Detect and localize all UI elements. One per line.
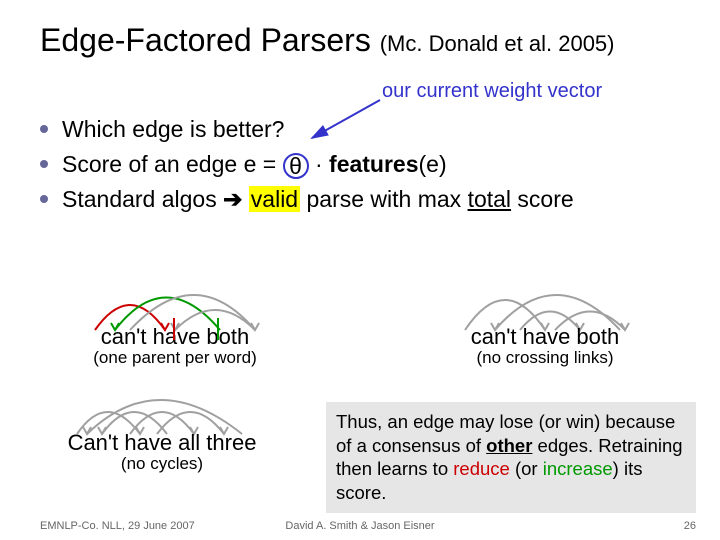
bullet-dot-icon: [40, 195, 48, 203]
constraint-subcaption: (one parent per word): [80, 348, 270, 368]
constraint-caption: Can't have all three: [62, 430, 262, 456]
explanation-text: Thus, an edge may lose (or win) because …: [336, 411, 683, 503]
constraint-subcaption: (no crossing links): [450, 348, 640, 368]
bullet-dot-icon: [40, 160, 48, 168]
bullet-item: Which edge is better?: [40, 114, 690, 145]
annotation-text: our current weight vector: [382, 80, 602, 102]
bullet-text: Score of an edge e = θ · features(e): [62, 149, 690, 180]
bullet-item: Standard algos ➔ valid parse with max to…: [40, 184, 690, 215]
slide-title: Edge-Factored Parsers (Mc. Donald et al.…: [40, 22, 614, 59]
bullet-text: Which edge is better?: [62, 114, 690, 145]
bullet-dot-icon: [40, 125, 48, 133]
constraint-subcaption: (no cycles): [62, 454, 262, 474]
constraint-no-crossing: can't have both (no crossing links): [450, 324, 640, 368]
constraint-caption: can't have both: [450, 324, 640, 350]
bullet-list: Which edge is better? Score of an edge e…: [40, 114, 690, 219]
title-text: Edge-Factored Parsers: [40, 22, 371, 58]
weight-vector-annotation: our current weight vector: [382, 80, 602, 103]
slide: Edge-Factored Parsers (Mc. Donald et al.…: [0, 0, 720, 540]
explanation-box: Thus, an edge may lose (or win) because …: [326, 402, 696, 513]
bullet-text: Standard algos ➔ valid parse with max to…: [62, 184, 690, 215]
footer-venue: EMNLP-Co. NLL, 29 June 2007: [40, 520, 195, 532]
footer-page-number: 26: [684, 520, 696, 532]
constraint-caption: can't have both: [80, 324, 270, 350]
footer-authors: David A. Smith & Jason Eisner: [285, 520, 434, 532]
title-citation: (Mc. Donald et al. 2005): [380, 31, 615, 56]
constraint-no-cycles: Can't have all three (no cycles): [62, 430, 262, 474]
constraint-one-parent: can't have both (one parent per word): [80, 324, 270, 368]
bullet-item: Score of an edge e = θ · features(e): [40, 149, 690, 180]
